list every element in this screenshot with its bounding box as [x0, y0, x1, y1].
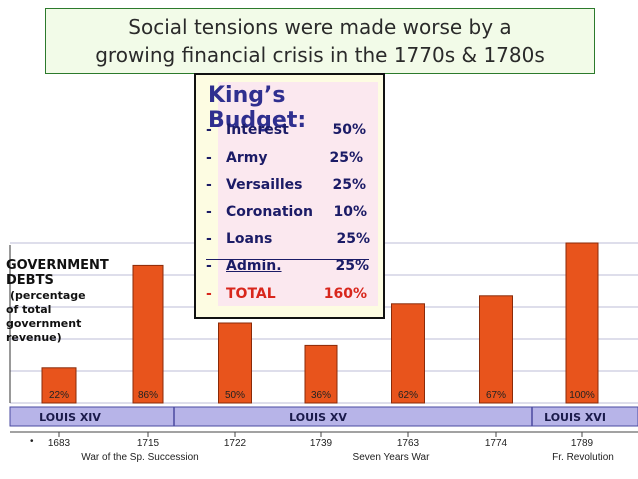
slide-title: Social tensions were made worse by a gro…: [45, 8, 595, 74]
x-tick-label: 1763: [397, 438, 420, 449]
x-tick-label: 1715: [137, 438, 160, 449]
bar-1789: [565, 242, 599, 404]
reign-band: [9, 406, 638, 427]
budget-row-dash: -: [206, 258, 212, 274]
budget-row-pct: 25%: [329, 150, 363, 166]
side-label-line-2: DEBTS: [6, 273, 54, 288]
budget-row-dash: -: [206, 204, 212, 220]
bar-value-label: 86%: [138, 390, 158, 401]
budget-row-name: Admin.: [226, 258, 282, 274]
budget-row-name: Army: [226, 150, 268, 166]
budget-row-dash: -: [206, 150, 212, 166]
reign-label: LOUIS XIV: [39, 411, 101, 424]
side-label-line-6: revenue): [6, 331, 62, 344]
x-tick-label: 1722: [224, 438, 247, 449]
bar-1739: [304, 344, 338, 404]
budget-row-pct: 25%: [336, 231, 370, 247]
budget-row-pct: 25%: [332, 177, 366, 193]
side-label-line-5: government: [6, 317, 82, 330]
reign-label: LOUIS XV: [289, 411, 347, 424]
budget-row-pct: 50%: [332, 122, 366, 138]
budget-row-dash: -: [206, 177, 212, 193]
bar-1715: [132, 264, 164, 404]
bar-1722: [218, 322, 252, 404]
bar-value-label: 67%: [486, 390, 506, 401]
budget-total-name: TOTAL: [226, 286, 276, 302]
event-label: War of the Sp. Succession: [81, 452, 198, 463]
chart-side-label: GOVERNMENT DEBTS (percentage of total go…: [6, 258, 109, 344]
x-tick-label: 1789: [571, 438, 594, 449]
budget-total-pct: 160%: [323, 286, 367, 302]
budget-highlight: [218, 82, 378, 306]
budget-row-name: Interest: [226, 122, 289, 138]
x-tick-label: 1739: [310, 438, 333, 449]
slide-title-line-1: Social tensions were made worse by a: [128, 15, 512, 39]
kings-budget-panel: King’s Budget: - Interest 50% - Army 25%…: [194, 73, 385, 319]
budget-row-dash: -: [206, 122, 212, 138]
event-label: Fr. Revolution: [552, 452, 614, 463]
event-label: Seven Years War: [353, 452, 431, 463]
side-label-line-1: GOVERNMENT: [6, 258, 109, 273]
bar-1683: [41, 367, 77, 404]
side-label-line-3: (percentage: [10, 289, 86, 302]
budget-total-dash: -: [206, 286, 212, 302]
bar-1774: [479, 295, 513, 404]
budget-row: - Admin. 25%: [206, 258, 369, 274]
bar-value-label: 50%: [225, 390, 245, 401]
slide-title-line-2: growing financial crisis in the 1770s & …: [95, 43, 545, 67]
side-label-line-4: of total: [6, 303, 52, 316]
budget-title: King’s Budget:: [208, 83, 307, 133]
reign-label: LOUIS XVI: [544, 411, 606, 424]
budget-row-name: Versailles: [226, 177, 303, 193]
bar-value-label: 22%: [49, 390, 69, 401]
x-tick-label: 1774: [485, 438, 508, 449]
budget-row-name: Coronation: [226, 204, 313, 220]
budget-row-name: Loans: [226, 231, 273, 247]
budget-row-pct: 10%: [333, 204, 367, 220]
budget-row-dash: -: [206, 231, 212, 247]
budget-row-pct: 25%: [335, 258, 369, 274]
bar-value-label: 100%: [569, 390, 595, 401]
bar-1763: [391, 303, 425, 404]
bar-value-label: 62%: [398, 390, 418, 401]
x-axis-marker: •: [30, 436, 34, 447]
bar-value-label: 36%: [311, 390, 331, 401]
x-tick-label: 1683: [48, 438, 71, 449]
